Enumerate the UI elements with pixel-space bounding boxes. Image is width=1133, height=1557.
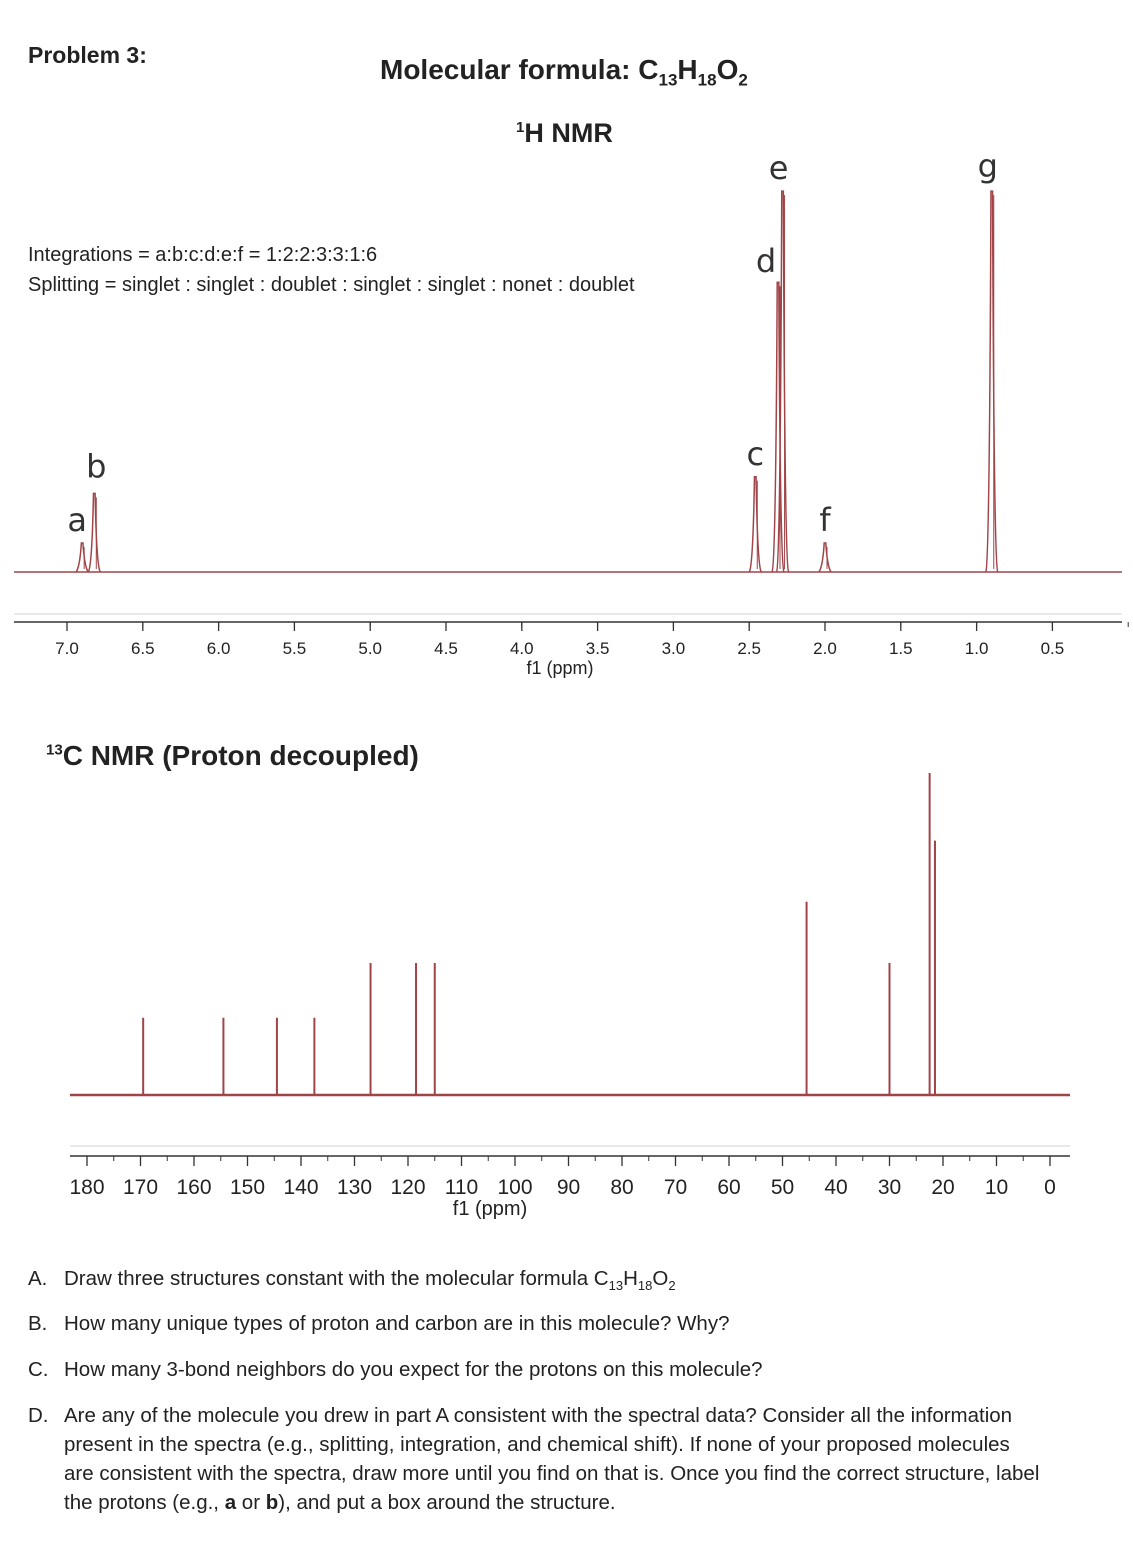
question-c: C. How many 3-bond neighbors do you expec… (28, 1355, 1044, 1384)
h-tick-label: 1.5 (889, 639, 913, 658)
c-tick-label: 160 (176, 1176, 211, 1199)
c-tick-label: 130 (337, 1176, 372, 1199)
c-tick-label: 0 (1044, 1176, 1056, 1199)
question-d: D. Are any of the molecule you drew in pa… (28, 1401, 1044, 1517)
question-a-on: 2 (668, 1278, 676, 1294)
c-tick-label: 40 (824, 1176, 847, 1199)
c-nmr-title-text: C NMR (Proton decoupled) (62, 740, 419, 771)
formula-h: H (677, 54, 698, 85)
c-nmr-title-sup: 13 (46, 741, 63, 759)
c-tick-label: 90 (557, 1176, 580, 1199)
h-tick-label: 5.0 (358, 639, 382, 658)
h-tick-label: 2.5 (737, 639, 761, 658)
question-a-o: O (652, 1267, 669, 1290)
question-d-body-1: Are any of the molecule you drew in part… (64, 1404, 1040, 1514)
c-tick-label: 120 (390, 1176, 425, 1199)
h-tick-label: 2.0 (813, 639, 837, 658)
h-tick-label: 5.5 (283, 639, 307, 658)
question-d-text: Are any of the molecule you drew in part… (64, 1401, 1044, 1517)
h-axis-label: f1 (ppm) (526, 658, 593, 678)
c-tick-label: 30 (878, 1176, 901, 1199)
formula-c-count: 13 (658, 70, 678, 90)
question-c-label: C. (28, 1358, 49, 1381)
h-tick-label: 6.0 (207, 639, 231, 658)
question-a: A. Draw three structures constant with th… (28, 1264, 1044, 1300)
c-tick-label: 60 (717, 1176, 740, 1199)
question-b: B. How many unique types of proton and ca… (28, 1309, 1044, 1338)
h-peak-f (818, 542, 832, 573)
c-tick-label: 10 (985, 1176, 1008, 1199)
h-nmr-title-sup: 1 (516, 119, 525, 136)
integrations-text: Integrations = a:b:c:d:e:f = 1:2:2:3:3:1… (28, 244, 378, 266)
question-d-body-2: ), and put a box around the structure. (278, 1491, 616, 1514)
h-tick-label: 6.5 (131, 639, 155, 658)
formula-h-count: 18 (697, 70, 717, 90)
problem-label: Problem 3: (28, 42, 147, 68)
h-tick-label: 1.0 (965, 639, 989, 658)
h-peak-d (771, 281, 785, 573)
formula-prefix: Molecular formula: C (380, 54, 659, 85)
question-a-text: Draw three structures constant with the … (64, 1264, 1044, 1300)
formula-o-count: 2 (738, 70, 748, 90)
question-d-b: b (265, 1491, 279, 1514)
question-a-c: 13 (608, 1278, 624, 1294)
h-peak-c (748, 476, 762, 573)
question-d-a: a (224, 1491, 237, 1514)
h-peak-label-d: d (756, 242, 776, 280)
h-peak-label-e: e (769, 149, 789, 187)
h-tick-label: 3.5 (586, 639, 610, 658)
question-a-h: H (623, 1267, 638, 1290)
question-a-hn: 18 (637, 1278, 653, 1294)
c-tick-label: 170 (123, 1176, 158, 1199)
h-peak-label-f: f (819, 501, 831, 539)
h-nmr-title-text: H NMR (524, 118, 613, 148)
question-d-or: or (236, 1491, 266, 1514)
h-peak-label-a: a (67, 501, 87, 539)
h-peak-label-c: c (746, 435, 764, 473)
h-tick-label: 7.0 (55, 639, 79, 658)
c-tick-label: 180 (69, 1176, 104, 1199)
formula-o: O (716, 54, 739, 85)
splitting-text: Splitting = singlet : singlet : doublet … (28, 274, 635, 296)
question-a-body: Draw three structures constant with the … (64, 1267, 609, 1290)
h-peak-g (985, 190, 999, 573)
question-d-label: D. (28, 1404, 49, 1427)
c-tick-label: 150 (230, 1176, 265, 1199)
c-nmr-title: 13C NMR (Proton decoupled) (46, 740, 419, 772)
h-peak-e (775, 190, 790, 573)
h-peak-label-g: g (978, 147, 998, 185)
question-b-text: How many unique types of proton and carb… (64, 1312, 730, 1335)
h-nmr-spectrum: ab c d e f g 7.0 6.5 6.0 5.5 5.0 4.5 4.0 3.5 3.0 2.5 2.0… (14, 147, 1129, 678)
h-tick-label: 4.5 (434, 639, 458, 658)
molecular-formula: Molecular formula: C13H18O2 (380, 54, 748, 91)
c-axis-label: f1 (ppm) (453, 1198, 527, 1220)
c-tick-label: 100 (497, 1176, 532, 1199)
c-tick-label: 50 (771, 1176, 794, 1199)
h-tick-label: 0.5 (1041, 639, 1065, 658)
c-tick-label: 20 (931, 1176, 954, 1199)
c-tick-label: 110 (445, 1176, 478, 1199)
h-peak-label-b: b (86, 447, 106, 485)
c-tick-label: 80 (610, 1176, 633, 1199)
c-nmr-spectrum: 180 170 160 150 140 130 120 110 100 90 80 70 60 50 40 3… (69, 773, 1070, 1220)
question-a-label: A. (28, 1267, 48, 1290)
c-tick-label: 140 (283, 1176, 318, 1199)
question-b-label: B. (28, 1312, 48, 1335)
question-c-text: How many 3-bond neighbors do you expect … (64, 1358, 763, 1381)
h-peak-b (87, 492, 101, 573)
h-peak-a (75, 542, 89, 573)
h-nmr-title: 1H NMR (516, 118, 613, 149)
c-tick-label: 70 (664, 1176, 687, 1199)
h-tick-label: 3.0 (662, 639, 686, 658)
h-tick-label: 4.0 (510, 639, 534, 658)
